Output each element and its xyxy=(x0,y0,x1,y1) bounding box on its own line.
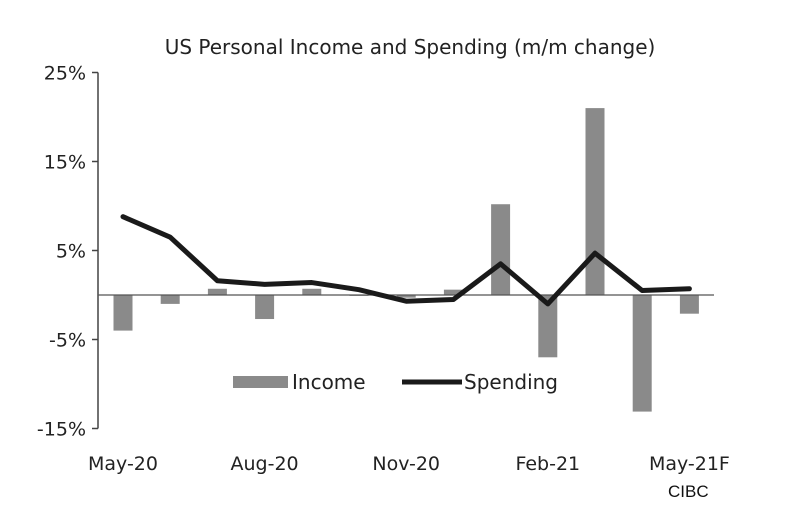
income-bar xyxy=(160,295,180,304)
income-bar xyxy=(255,295,275,320)
x-tick-label: May-20 xyxy=(88,453,158,475)
legend-spending-label: Spending xyxy=(464,370,558,394)
chart-title: US Personal Income and Spending (m/m cha… xyxy=(165,35,656,59)
x-tick-label: Nov-20 xyxy=(372,453,440,475)
x-tick-label: Feb-21 xyxy=(515,453,580,475)
income-bar xyxy=(679,295,699,314)
x-tick-label: May-21F xyxy=(649,453,730,475)
income-bar xyxy=(207,288,227,295)
y-tick-label: 15% xyxy=(44,152,86,174)
x-tick-label: Aug-20 xyxy=(231,453,299,475)
legend-income-label: Income xyxy=(292,370,366,394)
y-tick-label: 5% xyxy=(56,241,86,263)
income-bar xyxy=(113,295,133,331)
y-axis: 25% 15% 5% -5% -15% xyxy=(37,63,99,441)
spending-line xyxy=(120,214,692,307)
income-bar xyxy=(491,204,511,295)
income-bar xyxy=(443,289,463,295)
y-tick-label: 25% xyxy=(44,63,86,85)
y-tick-label: -15% xyxy=(37,419,86,441)
y-tick-label: -5% xyxy=(49,330,86,352)
legend-income-swatch xyxy=(233,376,288,388)
income-bar xyxy=(585,108,605,295)
x-axis: May-20 Aug-20 Nov-20 Feb-21 May-21F xyxy=(88,453,730,475)
income-bars xyxy=(113,108,699,412)
legend: Income Spending xyxy=(233,370,558,394)
income-bar xyxy=(302,288,322,295)
income-bar xyxy=(538,295,558,358)
income-bar xyxy=(396,295,416,298)
income-bar xyxy=(632,295,652,412)
source-label: CIBC xyxy=(668,482,709,501)
